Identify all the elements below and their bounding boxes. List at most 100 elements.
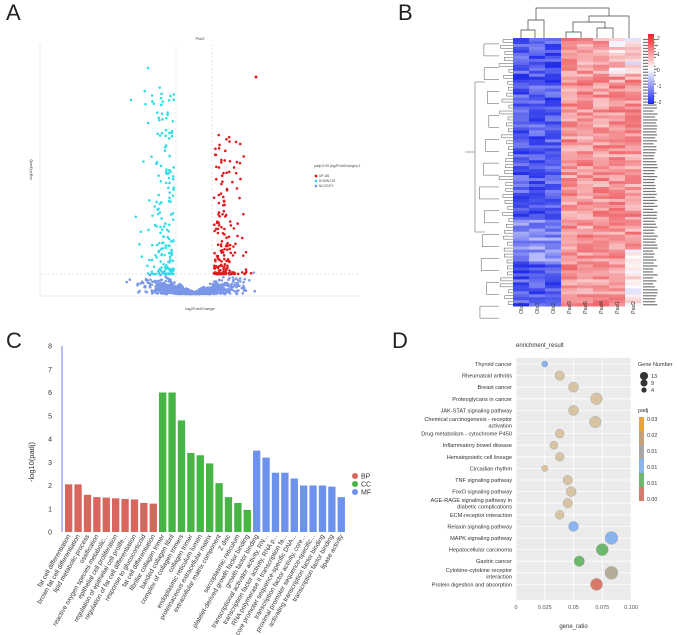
heatmap-cell — [593, 213, 610, 218]
heatmap-row-name — [643, 175, 658, 178]
volcano-point-down — [157, 116, 161, 120]
bubble-point — [562, 498, 573, 509]
bar-mf — [262, 457, 270, 532]
volcano-point-down — [157, 271, 160, 274]
volcano-point-no — [231, 279, 235, 282]
volcano-point-no — [252, 271, 256, 274]
volcano-point-up — [226, 258, 230, 261]
bubble-point — [554, 370, 565, 381]
bubble-point — [568, 521, 579, 532]
volcano-point-down — [166, 113, 169, 117]
volcano-point-down — [134, 215, 138, 219]
heatmap-cell — [561, 282, 578, 286]
heatmap-cell — [593, 38, 610, 42]
volcano-point-down — [150, 243, 154, 247]
heatmap-cell — [529, 270, 546, 274]
heatmap-cell — [513, 142, 530, 146]
heatmap-cell — [561, 154, 578, 158]
heatmap-cell — [577, 124, 594, 128]
heatmap-row-name — [643, 164, 658, 166]
volcano-point-down — [170, 130, 174, 133]
heatmap-cell — [529, 210, 546, 215]
volcano-point-up — [228, 159, 232, 163]
heatmap-cell — [545, 124, 562, 128]
volcano-point-down — [146, 66, 150, 70]
bubble-point — [596, 543, 609, 556]
heatmap-cell — [561, 213, 578, 218]
heatmap-cell — [593, 61, 610, 66]
volcano-point-up — [217, 268, 221, 272]
heatmap-cell — [577, 234, 594, 238]
heatmap-cell — [561, 85, 578, 89]
heatmap-row-name — [643, 262, 654, 264]
heatmap-cell — [593, 300, 610, 304]
heatmap-cell — [529, 172, 546, 176]
volcano-point-up — [229, 251, 233, 255]
volcano-point-up — [232, 245, 235, 248]
volcano-point-up — [222, 267, 225, 271]
bar-bp — [121, 498, 129, 532]
heatmap-cell — [609, 94, 626, 98]
volcano-point-down — [171, 218, 175, 221]
volcano-point-up — [227, 260, 231, 263]
volcano-point-down — [160, 266, 163, 269]
heatmap-cell — [625, 207, 642, 212]
volcano-point-down — [172, 188, 175, 191]
heatmap-cell — [561, 64, 578, 69]
heatmap-cell — [529, 130, 546, 134]
volcano-point-down — [158, 211, 162, 214]
heatmap-cell — [529, 246, 546, 250]
bubble-point — [541, 360, 549, 368]
heatmap-cell — [609, 85, 626, 89]
heatmap-cell — [625, 70, 642, 75]
volcano-point-up — [229, 224, 233, 227]
heatmap-cell — [545, 160, 562, 164]
volcano-point-up — [241, 254, 245, 257]
heatmap-cell — [513, 231, 530, 235]
heatmap-cell — [545, 297, 562, 301]
heatmap-cell — [529, 282, 546, 286]
heatmap-cell — [625, 118, 642, 122]
heatmap-cell — [529, 133, 546, 137]
heatmap-cell — [561, 118, 578, 122]
volcano-point-no — [158, 281, 162, 285]
heatmap-cell — [593, 127, 610, 131]
heatmap-cell — [625, 121, 642, 125]
heatmap-cell — [625, 276, 642, 280]
heatmap-cell — [625, 270, 642, 274]
heatmap-cell — [577, 121, 594, 125]
volcano-point-no — [166, 285, 169, 289]
volcano-point-up — [217, 201, 221, 205]
volcano-point-no — [239, 280, 242, 283]
heatmap-cell — [625, 55, 642, 60]
heatmap-cell — [577, 157, 594, 161]
heatmap-cell — [609, 166, 626, 170]
bubble-point — [589, 416, 602, 428]
heatmap-cell — [545, 264, 562, 268]
heatmap-cell — [529, 136, 546, 140]
heatmap-cell — [625, 219, 642, 224]
heatmap-cell — [593, 285, 610, 289]
volcano-point-up — [217, 211, 221, 214]
heatmap-cell — [529, 76, 546, 81]
heatmap-cell — [609, 73, 626, 78]
volcano-point-down — [160, 131, 164, 135]
heatmap-cell — [593, 222, 610, 227]
heatmap-cell — [577, 181, 594, 185]
bubble-point — [555, 429, 565, 439]
heatmap-cell — [577, 67, 594, 72]
heatmap-cell — [529, 100, 546, 104]
volcano-point-down — [156, 132, 159, 136]
bubble-color-legend-swatch — [639, 473, 644, 487]
bubble-color-legend-swatch — [639, 487, 644, 501]
volcano-point-down — [161, 100, 164, 103]
heatmap-cell — [513, 273, 530, 277]
bubble-term-label: Thyroid cancer — [475, 362, 512, 368]
volcano-point-no — [213, 285, 217, 288]
volcano-point-no — [218, 278, 221, 282]
volcano-point-no — [148, 285, 152, 289]
heatmap-cell — [545, 109, 562, 113]
volcano-point-up — [224, 213, 228, 217]
heatmap-cell — [625, 49, 642, 54]
volcano-point-up — [235, 160, 239, 164]
